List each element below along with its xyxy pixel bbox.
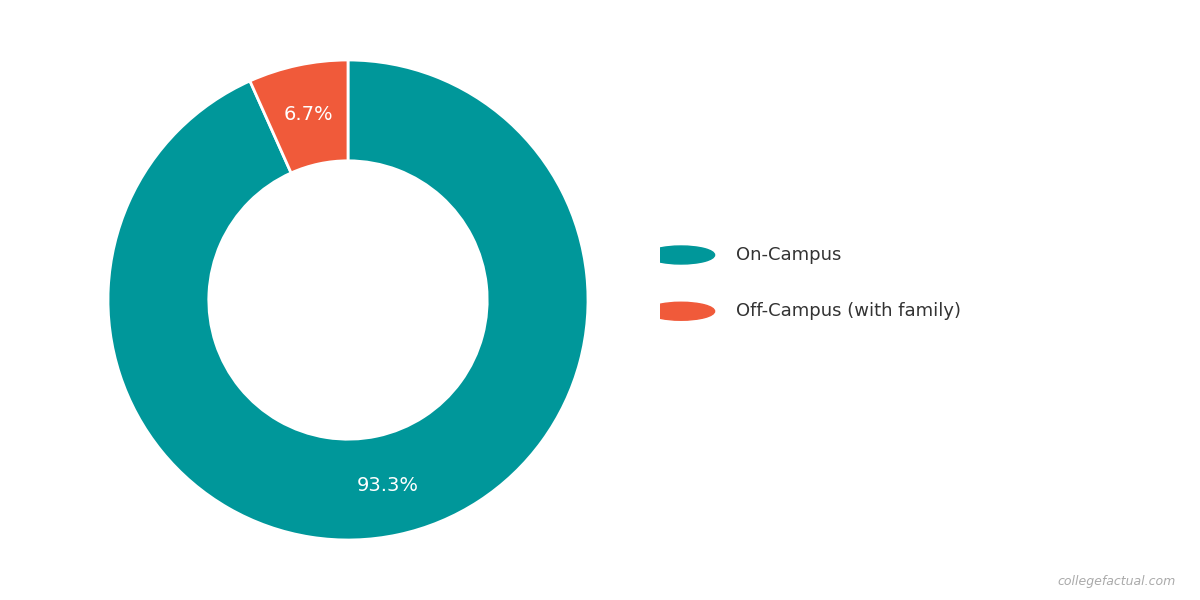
Text: On-Campus: On-Campus bbox=[736, 246, 841, 264]
Text: collegefactual.com: collegefactual.com bbox=[1057, 575, 1176, 588]
Text: Off-Campus (with family): Off-Campus (with family) bbox=[736, 302, 961, 320]
Circle shape bbox=[648, 246, 715, 264]
Text: 93.3%: 93.3% bbox=[356, 476, 419, 495]
Wedge shape bbox=[108, 60, 588, 540]
Wedge shape bbox=[250, 60, 348, 173]
Text: 6.7%: 6.7% bbox=[283, 105, 334, 124]
Circle shape bbox=[648, 302, 715, 320]
